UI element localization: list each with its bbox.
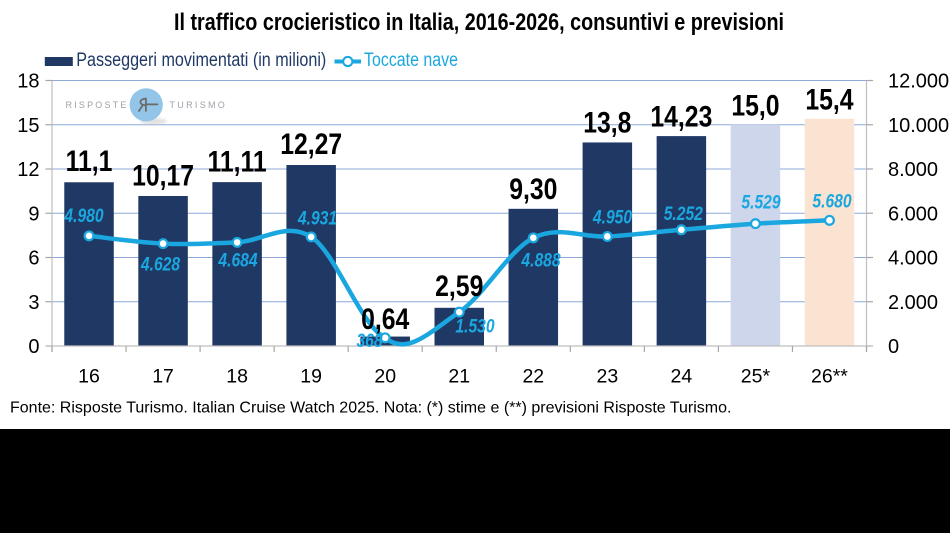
svg-text:2.000: 2.000 [888,292,938,314]
svg-text:25*: 25* [741,366,771,388]
svg-text:4.684: 4.684 [218,251,258,272]
svg-text:6.000: 6.000 [888,203,938,225]
svg-text:0: 0 [888,336,899,358]
svg-text:TURISMO: TURISMO [170,100,228,110]
svg-text:9,30: 9,30 [509,173,557,206]
svg-text:5.252: 5.252 [664,204,704,225]
svg-text:6: 6 [28,248,39,270]
svg-text:19: 19 [300,366,322,388]
svg-text:RISPOSTE: RISPOSTE [66,100,129,110]
svg-text:8.000: 8.000 [888,159,938,181]
svg-text:1.530: 1.530 [455,317,495,338]
svg-text:15,4: 15,4 [805,84,853,117]
svg-text:11,1: 11,1 [66,145,113,178]
svg-text:22: 22 [522,366,544,388]
svg-text:18: 18 [17,71,39,93]
svg-text:4.888: 4.888 [521,251,561,272]
svg-text:12,27: 12,27 [280,128,342,161]
svg-text:15,0: 15,0 [731,90,779,123]
svg-text:3: 3 [28,292,39,314]
svg-text:0: 0 [28,336,39,358]
svg-text:0,64: 0,64 [361,303,409,336]
svg-text:5.529: 5.529 [741,192,781,213]
svg-text:24: 24 [671,366,693,388]
svg-text:4.628: 4.628 [140,255,180,276]
svg-text:2,59: 2,59 [435,270,483,303]
svg-text:21: 21 [448,366,470,388]
svg-text:17: 17 [152,366,174,388]
svg-text:4.000: 4.000 [888,248,938,270]
svg-text:Fonte: Risposte Turismo. Itali: Fonte: Risposte Turismo. Italian Cruise … [10,400,731,417]
svg-text:12.000: 12.000 [888,71,949,93]
svg-text:10.000: 10.000 [888,115,949,137]
svg-text:368: 368 [356,331,382,352]
svg-text:4.931: 4.931 [297,209,337,230]
svg-text:23: 23 [596,366,618,388]
svg-text:13,8: 13,8 [583,107,631,140]
svg-text:Il traffico crocieristico in I: Il traffico crocieristico in Italia, 201… [174,9,784,36]
svg-text:Toccate nave: Toccate nave [364,50,458,71]
svg-text:4.950: 4.950 [592,208,632,229]
svg-text:14,23: 14,23 [650,101,712,134]
svg-text:Passeggeri movimentati (in mil: Passeggeri movimentati (in milioni) [76,50,326,71]
svg-text:12: 12 [17,159,39,181]
svg-text:16: 16 [78,366,100,388]
svg-text:4.980: 4.980 [64,206,104,227]
svg-text:10,17: 10,17 [132,160,194,193]
svg-text:20: 20 [374,366,396,388]
svg-text:11,11: 11,11 [208,146,267,179]
svg-text:5.680: 5.680 [812,192,852,213]
svg-text:15: 15 [17,115,39,137]
svg-text:9: 9 [28,203,39,225]
svg-text:18: 18 [226,366,248,388]
svg-text:26**: 26** [811,366,848,388]
